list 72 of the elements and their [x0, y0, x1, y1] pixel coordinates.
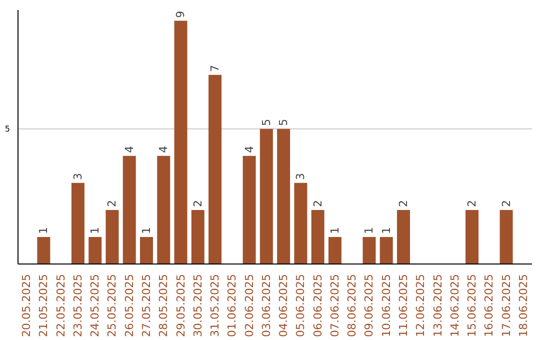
x-tick-label: 07.06.2025	[328, 274, 342, 337]
data-label: 2	[311, 200, 324, 207]
bar	[37, 236, 50, 264]
x-tick-label: 01.06.2025	[226, 274, 239, 337]
data-label: 2	[466, 200, 479, 207]
data-label: 9	[174, 10, 188, 18]
x-tick-label: 08.06.2025	[346, 274, 359, 337]
bar	[106, 210, 119, 264]
bar	[260, 128, 273, 264]
data-label: 3	[71, 172, 84, 180]
x-tick-label: 16.06.2025	[482, 274, 496, 337]
x-tick-label: 05.06.2025	[294, 274, 308, 337]
data-label: 3	[294, 172, 308, 180]
bar	[380, 236, 393, 264]
bar	[140, 236, 153, 264]
x-tick-label: 23.05.2025	[71, 274, 84, 337]
data-label: 1	[380, 226, 393, 234]
data-label: 1	[37, 226, 50, 234]
data-label: 2	[396, 200, 410, 207]
x-tick-label: 11.06.2025	[397, 274, 410, 337]
x-tick-label: 20.05.2025	[20, 274, 34, 337]
bar	[466, 210, 479, 264]
data-label: 1	[328, 226, 342, 234]
x-tick-label: 26.05.2025	[122, 274, 136, 337]
bar	[396, 210, 410, 264]
x-tick-label: 18.06.2025	[516, 274, 530, 337]
data-label: 1	[88, 226, 102, 234]
x-tick-label: 31.05.2025	[208, 274, 222, 337]
data-label: 1	[362, 226, 376, 234]
bar	[242, 156, 256, 264]
x-tick-label: 21.05.2025	[37, 274, 50, 337]
bar	[277, 128, 290, 264]
data-label: 5	[260, 118, 273, 126]
x-tick-label: 22.05.2025	[54, 274, 68, 337]
data-label: 2	[106, 200, 119, 207]
data-label: 2	[191, 200, 204, 207]
bar	[294, 182, 308, 264]
x-tick-label: 09.06.2025	[362, 274, 376, 337]
data-label: 2	[500, 200, 513, 207]
bar	[88, 236, 102, 264]
data-label: 4	[157, 146, 170, 153]
x-tick-label: 14.06.2025	[448, 274, 462, 337]
bar	[122, 156, 136, 264]
x-tick-label: 12.06.2025	[414, 274, 428, 337]
bar	[500, 210, 513, 264]
x-tick-label: 06.06.2025	[311, 274, 324, 337]
bar	[191, 210, 204, 264]
x-tick-label: 17.06.2025	[500, 274, 513, 337]
x-tick-label: 28.05.2025	[157, 274, 170, 337]
bar	[311, 210, 324, 264]
x-tick-label: 30.05.2025	[191, 274, 204, 337]
bar	[71, 182, 84, 264]
x-tick-label: 29.05.2025	[174, 274, 188, 337]
data-label: 4	[122, 146, 136, 153]
bar	[157, 156, 170, 264]
x-tick-label: 10.06.2025	[380, 274, 393, 337]
bar	[174, 20, 188, 264]
x-tick-label: 03.06.2025	[260, 274, 273, 337]
bar	[362, 236, 376, 264]
x-tick-label: 02.06.2025	[242, 274, 256, 337]
bar	[328, 236, 342, 264]
x-tick-label: 27.05.2025	[140, 274, 153, 337]
data-label: 4	[242, 146, 256, 153]
data-label: 1	[140, 226, 153, 234]
data-label: 5	[277, 118, 290, 126]
x-tick-label: 04.06.2025	[277, 274, 290, 337]
x-tick-label: 13.06.2025	[431, 274, 444, 337]
bar	[208, 74, 222, 264]
data-label: 7	[208, 64, 222, 72]
x-tick-label: 24.05.2025	[88, 274, 102, 337]
x-tick-label: 15.06.2025	[466, 274, 479, 337]
x-tick-label: 25.05.2025	[106, 274, 119, 337]
